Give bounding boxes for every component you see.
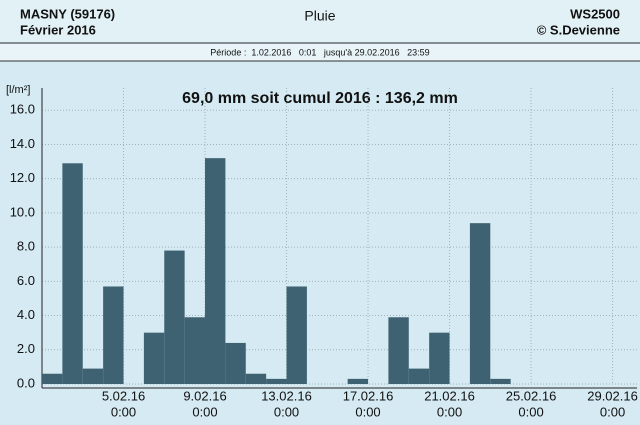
y-axis-label: [l/m²] (6, 84, 30, 96)
x-tick-label: 0:00 (111, 404, 136, 419)
x-tick-label: 0:00 (355, 404, 380, 419)
bar (408, 368, 430, 384)
y-tick-label: 4.0 (17, 307, 35, 322)
period: Période : 1.02.2016 0:01 jusqu'à 29.02.2… (210, 47, 429, 57)
y-tick-label: 10.0 (10, 204, 35, 219)
x-tick-label: 0:00 (437, 404, 462, 419)
y-tick-label: 16.0 (10, 102, 35, 117)
y-tick-label: 2.0 (17, 341, 35, 356)
bar (184, 317, 206, 384)
bar (225, 342, 246, 384)
bar (103, 286, 124, 384)
bar (164, 250, 185, 384)
x-tick-label: 29.02.16 (587, 388, 638, 403)
y-tick-label: 12.0 (10, 170, 35, 185)
x-tick-label: 21.02.16 (424, 388, 475, 403)
bar (245, 373, 267, 384)
y-tick-label: 6.0 (17, 273, 35, 288)
x-tick-label: 25.02.16 (506, 388, 557, 403)
x-tick-label: 9.02.16 (183, 388, 226, 403)
bar (388, 317, 409, 384)
bar (143, 332, 165, 384)
bar (205, 158, 226, 384)
bar (42, 373, 63, 384)
bar (62, 163, 83, 384)
device: WS2500 (570, 6, 620, 21)
author: © S.Devienne (537, 22, 620, 37)
x-tick-label: 5.02.16 (102, 388, 145, 403)
y-tick-label: 14.0 (10, 136, 35, 151)
x-tick-label: 17.02.16 (343, 388, 394, 403)
bar (490, 378, 511, 384)
bar (347, 378, 369, 384)
x-tick-label: 0:00 (274, 404, 299, 419)
period-band (0, 44, 640, 61)
bar (469, 223, 491, 384)
header-title: Pluie (304, 8, 335, 24)
bar (82, 368, 104, 384)
x-tick-label: 0:00 (192, 404, 217, 419)
x-tick-label: 0:00 (600, 404, 625, 419)
header-band (0, 0, 640, 42)
x-tick-label: 13.02.16 (261, 388, 312, 403)
chart-title: 69,0 mm soit cumul 2016 : 136,2 mm (182, 90, 458, 107)
bar (286, 286, 307, 384)
x-tick-label: 0:00 (518, 404, 543, 419)
bar (429, 332, 450, 384)
station: MASNY (59176) (20, 6, 115, 21)
month: Février 2016 (20, 22, 96, 37)
y-tick-label: 8.0 (17, 239, 35, 254)
bar (266, 378, 287, 384)
y-tick-label: 0.0 (17, 375, 35, 390)
